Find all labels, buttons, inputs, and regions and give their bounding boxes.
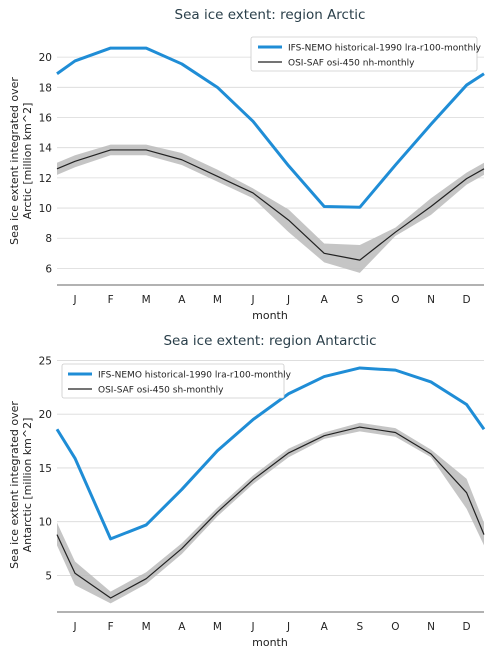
- arctic-x-tick-label: O: [391, 294, 399, 306]
- arctic-gridlines: [57, 56, 484, 269]
- arctic-x-tick-label: N: [427, 294, 435, 306]
- arctic-x-tick-label: F: [108, 294, 114, 306]
- arctic-x-tick-label: J: [286, 294, 290, 306]
- antarctic-y-tick-labels: 5 10 15 20 25: [39, 355, 52, 582]
- antarctic-chart-title: Sea ice extent: region Antarctic: [163, 333, 376, 349]
- arctic-chart-title: Sea ice extent: region Arctic: [175, 7, 366, 23]
- antarctic-x-tick-label: A: [178, 621, 186, 633]
- antarctic-panel: Sea ice extent: region Antarctic J F M A M J J…: [8, 333, 486, 649]
- antarctic-obs-range-band: [57, 422, 484, 604]
- arctic-panel: Sea ice extent: region Arctic J F M A M J J A S O…: [8, 7, 485, 322]
- antarctic-legend-label-obs: OSI-SAF osi-450 sh-monthly: [98, 386, 224, 396]
- antarctic-series-lines: [55, 366, 486, 599]
- antarctic-x-tick-label: J: [250, 621, 254, 633]
- arctic-legend-label-obs: OSI-SAF osi-450 nh-monthly: [288, 59, 415, 69]
- antarctic-x-tick-label: D: [463, 621, 471, 633]
- arctic-model-line: [56, 46, 485, 209]
- antarctic-x-tick-label: F: [108, 621, 114, 633]
- arctic-x-tick-label: M: [142, 294, 151, 306]
- antarctic-x-tick-label: A: [321, 621, 329, 633]
- antarctic-y-tick-label: 5: [45, 570, 52, 582]
- antarctic-x-tick-label: J: [72, 621, 76, 633]
- arctic-y-tick-label: 10: [39, 203, 52, 215]
- arctic-y-tick-label: 12: [39, 173, 52, 185]
- antarctic-model-line: [55, 366, 486, 541]
- arctic-obs-range-band: [57, 144, 484, 273]
- antarctic-x-tick-label: N: [427, 621, 435, 633]
- antarctic-y-axis-label-line1: Sea ice extent integrated over: [8, 401, 21, 569]
- arctic-y-tick-label: 16: [39, 113, 53, 125]
- arctic-obs-line: [56, 149, 485, 261]
- antarctic-legend-box: [61, 363, 285, 399]
- arctic-y-tick-label: 14: [39, 143, 53, 155]
- arctic-x-tick-label: J: [250, 294, 254, 306]
- arctic-legend: IFS-NEMO historical-1990 lra-r100-monthl…: [250, 36, 482, 72]
- arctic-y-tick-labels: 6 8 10 12 14 16 18 20: [39, 52, 53, 275]
- arctic-x-axis-label: month: [252, 309, 288, 322]
- antarctic-x-tick-label: M: [213, 621, 222, 633]
- arctic-y-tick-label: 6: [45, 263, 52, 275]
- arctic-series-lines: [56, 46, 485, 261]
- antarctic-x-tick-label: S: [356, 621, 363, 633]
- arctic-y-tick-label: 8: [45, 233, 52, 245]
- antarctic-x-tick-label: O: [391, 621, 399, 633]
- antarctic-legend-label-model: IFS-NEMO historical-1990 lra-r100-monthl…: [98, 371, 292, 381]
- arctic-legend-label-model: IFS-NEMO historical-1990 lra-r100-monthl…: [288, 44, 482, 54]
- arctic-x-tick-label: M: [213, 294, 222, 306]
- antarctic-x-tick-label: M: [142, 621, 151, 633]
- antarctic-y-axis-label-line2: Antarctic [million km^2]: [21, 418, 34, 553]
- antarctic-y-tick-label: 10: [39, 517, 52, 529]
- arctic-x-tick-label: A: [321, 294, 329, 306]
- arctic-x-tick-label: J: [72, 294, 76, 306]
- antarctic-gridlines: [57, 360, 484, 576]
- antarctic-y-tick-label: 20: [39, 409, 52, 421]
- arctic-y-tick-label: 20: [39, 52, 52, 64]
- antarctic-obs-band: [57, 422, 484, 604]
- antarctic-legend: IFS-NEMO historical-1990 lra-r100-monthl…: [61, 363, 292, 399]
- arctic-x-tick-label: S: [356, 294, 363, 306]
- arctic-y-axis-label-line2: Arctic [million km^2]: [21, 103, 34, 220]
- arctic-x-tick-label: A: [178, 294, 186, 306]
- antarctic-x-axis-label: month: [252, 636, 288, 649]
- antarctic-x-tick-label: J: [286, 621, 290, 633]
- antarctic-y-tick-label: 15: [39, 463, 52, 475]
- arctic-y-axis-label-line1: Sea ice extent integrated over: [8, 77, 21, 245]
- arctic-x-tick-label: D: [463, 294, 471, 306]
- arctic-obs-band: [57, 144, 484, 273]
- antarctic-y-tick-label: 25: [39, 355, 52, 367]
- arctic-y-tick-label: 18: [39, 82, 52, 94]
- antarctic-obs-line: [56, 426, 485, 599]
- arctic-legend-box: [250, 36, 478, 72]
